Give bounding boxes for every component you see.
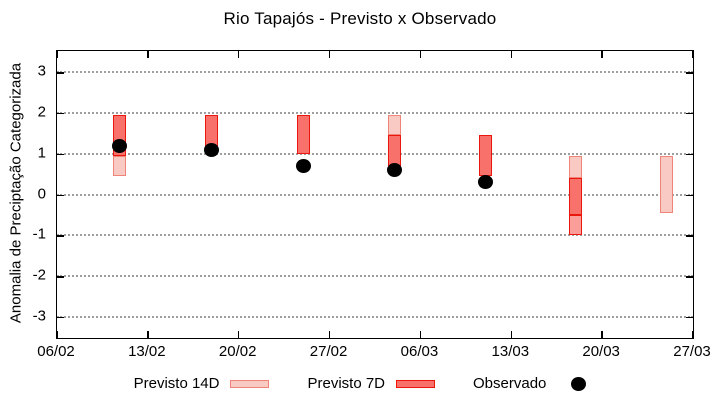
x-tick-label: 13/03 (491, 343, 530, 360)
legend-swatch (230, 379, 270, 388)
x-tick-mark (56, 331, 58, 338)
x-tick-mark (419, 51, 422, 58)
observado-point (204, 142, 220, 157)
observado-point (386, 163, 402, 178)
y-tick-mark (686, 194, 693, 196)
legend-item: Previsto 7D (307, 375, 436, 392)
x-tick-label: 13/02 (128, 343, 166, 360)
gridline (57, 315, 693, 318)
y-tick-mark (686, 153, 693, 156)
gridline (57, 111, 693, 114)
plot-area (56, 50, 694, 339)
legend-label: Previsto 14D (133, 375, 220, 392)
x-tick-label: 06/02 (37, 343, 75, 360)
x-tick-label: 20/02 (218, 343, 257, 360)
y-tick-mark (57, 153, 64, 156)
x-axis-tick-labels: 06/02 13/02 20/02 27/02 06/03 13/03 20/03 27/03 (37, 343, 711, 363)
y-tick-label: -2 (32, 266, 46, 284)
y-tick-label: 2 (37, 103, 46, 121)
x-tick-label: 06/03 (400, 343, 439, 360)
y-tick-mark (57, 276, 64, 278)
y-tick-label: -3 (32, 307, 46, 325)
gridline (57, 71, 693, 74)
x-tick-label: 20/03 (582, 343, 620, 360)
x-tick-mark (328, 331, 331, 338)
observado-legend-marker (571, 376, 587, 391)
previsto-7d-bar (387, 135, 401, 166)
y-tick-mark (686, 112, 693, 115)
y-tick-label: 3 (37, 62, 46, 80)
observado-point (295, 158, 311, 173)
x-tick-mark (601, 51, 603, 58)
y-tick-label: 1 (37, 144, 46, 162)
legend-label: Previsto 7D (307, 375, 386, 392)
y-tick-mark (57, 72, 64, 74)
x-tick-mark (328, 51, 331, 58)
x-tick-mark (237, 51, 240, 58)
gridline (57, 275, 693, 278)
previsto-7d-bar (296, 114, 310, 154)
y-tick-mark (686, 235, 693, 237)
previsto-7d-bar (569, 178, 583, 215)
previsto-7d-bar (569, 214, 583, 236)
observado-point (477, 175, 493, 190)
y-tick-label: -1 (32, 225, 46, 243)
legend-swatch (396, 379, 436, 388)
y-tick-mark (57, 112, 64, 115)
y-tick-mark (686, 316, 693, 319)
previsto-14d-bar (112, 155, 126, 177)
legend: Previsto 14D Previsto 7D Observado (0, 375, 720, 392)
y-tick-mark (57, 194, 64, 196)
gridline (57, 193, 693, 196)
chart-title: Rio Tapajós - Previsto x Observado (223, 9, 497, 28)
x-tick-mark (147, 51, 149, 58)
gridline (57, 234, 693, 237)
x-tick-mark (692, 331, 694, 338)
legend-item: Previsto 14D (134, 375, 270, 392)
y-tick-label: 0 (37, 185, 46, 202)
previsto-14d-bar (660, 155, 674, 213)
y-tick-mark (57, 316, 64, 319)
y-tick-mark (686, 276, 693, 278)
gridline (57, 152, 693, 155)
x-tick-mark (510, 331, 513, 338)
x-tick-mark (237, 331, 240, 338)
previsto-7d-bar (478, 135, 492, 177)
x-tick-label: 27/03 (673, 343, 711, 360)
x-tick-mark (601, 331, 603, 338)
legend-item: Observado (473, 375, 587, 392)
y-axis-tick-labels: 3 2 1 0 -1 -2 -3 (0, 50, 46, 337)
x-tick-mark (419, 331, 422, 338)
y-tick-mark (57, 235, 64, 237)
legend-label: Observado (473, 375, 547, 392)
x-tick-mark (692, 51, 694, 58)
x-tick-label: 27/02 (309, 343, 348, 360)
x-tick-mark (56, 51, 58, 58)
previsto-14d-bar (387, 114, 401, 136)
observado-point (111, 138, 127, 153)
previsto-14d-bar (569, 155, 583, 179)
x-tick-mark (147, 331, 149, 338)
y-tick-mark (686, 72, 693, 74)
x-tick-mark (510, 51, 513, 58)
